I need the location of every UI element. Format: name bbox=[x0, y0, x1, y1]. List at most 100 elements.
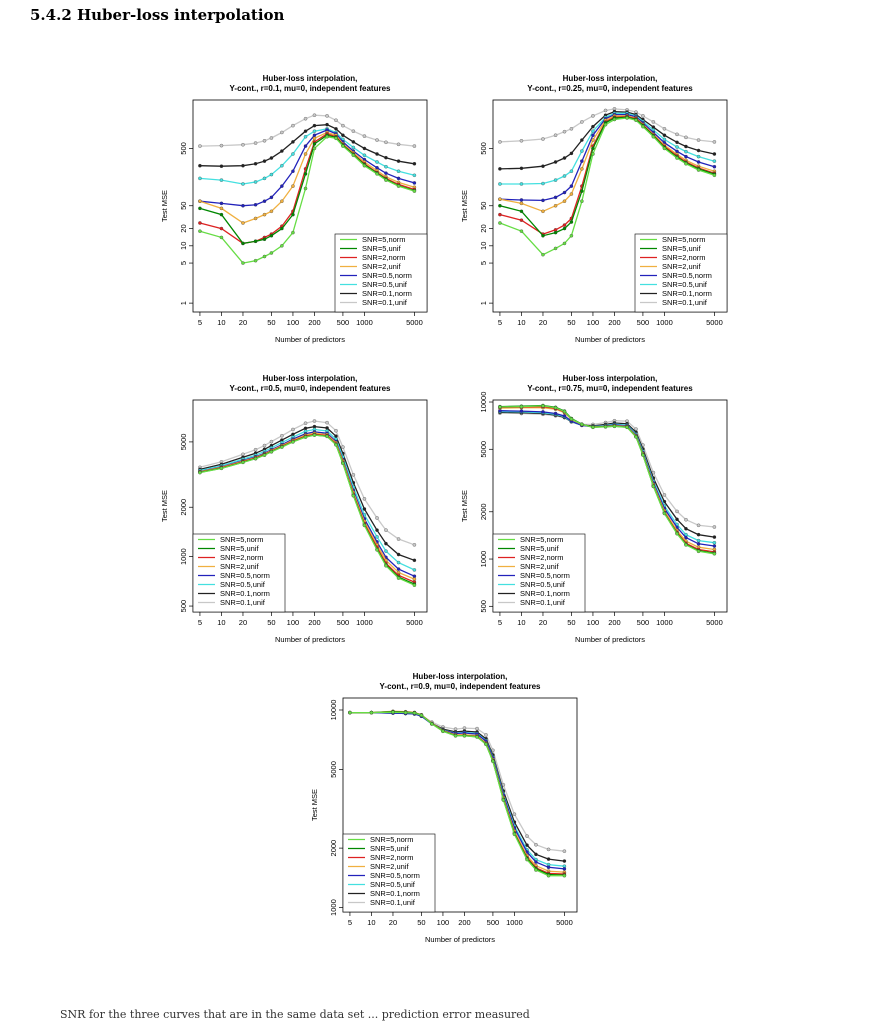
data-point bbox=[546, 873, 551, 878]
data-point bbox=[712, 544, 717, 548]
x-tick-label: 20 bbox=[389, 918, 397, 927]
data-point bbox=[351, 473, 356, 477]
y-tick-label: 50 bbox=[479, 202, 488, 210]
data-point bbox=[369, 710, 374, 715]
chart-r-0-75: Huber-loss interpolation,Y-cont., r=0.75… bbox=[460, 374, 728, 644]
legend: SNR=5,normSNR=5,unifSNR=2,normSNR=2,unif… bbox=[334, 233, 428, 313]
data-point bbox=[553, 246, 558, 251]
data-point bbox=[651, 125, 656, 129]
data-point bbox=[541, 233, 545, 238]
series-line bbox=[499, 116, 715, 237]
x-axis-label: Number of predictors bbox=[425, 935, 495, 944]
section-heading: 5.4.2 Huber-loss interpolation bbox=[30, 6, 285, 24]
data-point bbox=[569, 220, 574, 224]
data-point bbox=[569, 192, 574, 196]
data-point bbox=[712, 535, 717, 539]
data-point bbox=[675, 149, 679, 154]
data-point bbox=[334, 136, 338, 141]
data-point bbox=[253, 180, 258, 184]
data-point bbox=[696, 154, 701, 159]
legend-entry: SNR=2,unif bbox=[662, 262, 701, 271]
data-point bbox=[262, 254, 267, 259]
data-point bbox=[662, 137, 667, 142]
data-point bbox=[351, 153, 356, 158]
data-point bbox=[696, 542, 701, 546]
data-point bbox=[384, 140, 388, 145]
series-group bbox=[498, 403, 717, 556]
data-point bbox=[498, 140, 502, 144]
x-tick-label: 10 bbox=[217, 618, 225, 627]
x-tick-label: 100 bbox=[437, 918, 450, 927]
x-tick-label: 50 bbox=[417, 918, 425, 927]
x-tick-label: 100 bbox=[587, 318, 600, 327]
data-point bbox=[303, 186, 308, 191]
data-point bbox=[280, 226, 284, 231]
x-tick-label: 20 bbox=[539, 618, 547, 627]
y-tick-label: 1 bbox=[479, 301, 488, 305]
chart-title: Huber-loss interpolation, bbox=[263, 74, 358, 83]
data-point bbox=[562, 190, 567, 195]
data-point bbox=[334, 127, 338, 131]
series-line bbox=[499, 115, 715, 235]
data-point bbox=[684, 135, 688, 140]
data-point bbox=[684, 543, 688, 547]
data-point bbox=[498, 167, 502, 171]
data-point bbox=[441, 729, 445, 734]
data-point bbox=[534, 860, 538, 864]
data-point bbox=[569, 151, 574, 156]
x-tick-label: 5 bbox=[198, 318, 202, 327]
y-axis-label: Test MSE bbox=[160, 490, 169, 522]
data-point bbox=[580, 167, 584, 171]
x-axis-label: Number of predictors bbox=[275, 335, 345, 344]
x-tick-label: 10 bbox=[217, 318, 225, 327]
data-point bbox=[396, 169, 401, 173]
data-point bbox=[562, 226, 567, 231]
y-tick-label: 500 bbox=[179, 600, 188, 613]
data-point bbox=[253, 141, 258, 145]
legend: SNR=5,normSNR=5,unifSNR=2,normSNR=2,unif… bbox=[192, 533, 286, 613]
data-point bbox=[562, 409, 567, 414]
data-point bbox=[269, 209, 274, 214]
x-axis-label: Number of predictors bbox=[575, 335, 645, 344]
data-point bbox=[712, 525, 717, 529]
data-point bbox=[303, 435, 308, 439]
data-point bbox=[291, 230, 295, 235]
legend-entry: SNR=0.1,norm bbox=[520, 589, 570, 598]
data-point bbox=[362, 146, 367, 151]
data-point bbox=[384, 549, 388, 553]
data-point bbox=[198, 163, 202, 168]
data-point bbox=[291, 152, 295, 156]
data-point bbox=[675, 509, 679, 514]
data-point bbox=[519, 198, 524, 202]
y-tick-label: 5000 bbox=[329, 761, 338, 778]
y-axis-label: Test MSE bbox=[160, 190, 169, 222]
data-point bbox=[351, 140, 356, 144]
data-point bbox=[580, 120, 584, 124]
series-group bbox=[198, 113, 417, 265]
data-point bbox=[553, 230, 558, 235]
data-point bbox=[541, 404, 545, 408]
x-tick-label: 50 bbox=[267, 318, 275, 327]
data-point bbox=[262, 212, 267, 217]
y-tick-label: 1000 bbox=[329, 899, 338, 916]
data-point bbox=[241, 261, 245, 265]
legend-entry: SNR=0.1,unif bbox=[662, 298, 708, 307]
x-tick-label: 50 bbox=[567, 618, 575, 627]
y-tick-label: 2000 bbox=[479, 503, 488, 520]
data-point bbox=[262, 199, 267, 203]
legend-entry: SNR=5,norm bbox=[662, 235, 706, 244]
data-point bbox=[412, 583, 417, 587]
y-tick-label: 500 bbox=[479, 600, 488, 613]
data-point bbox=[351, 493, 356, 498]
x-tick-label: 5000 bbox=[706, 318, 723, 327]
legend-entry: SNR=0.1,norm bbox=[362, 289, 412, 298]
series-line bbox=[499, 412, 715, 528]
x-tick-label: 1000 bbox=[506, 918, 523, 927]
data-point bbox=[562, 414, 567, 418]
legend: SNR=5,normSNR=5,unifSNR=2,normSNR=2,unif… bbox=[634, 233, 728, 313]
data-point bbox=[541, 164, 545, 168]
data-point bbox=[562, 129, 567, 134]
data-point bbox=[269, 233, 274, 238]
legend-entry: SNR=0.1,norm bbox=[370, 889, 420, 898]
data-point bbox=[303, 421, 308, 425]
